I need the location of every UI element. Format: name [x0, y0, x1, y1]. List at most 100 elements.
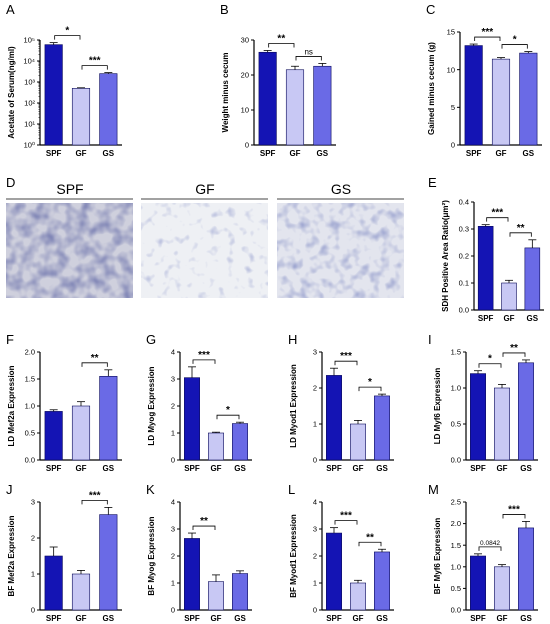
y-tick-label-m: 2.5 — [451, 498, 461, 507]
y-tick-label-e: 0.3 — [459, 225, 469, 234]
y-tick-label-l: 0 — [313, 606, 317, 615]
bar-e-gs — [524, 247, 541, 311]
significance-bracket-f — [81, 362, 108, 367]
significance-bracket-i — [478, 363, 502, 368]
significance-bracket-m — [502, 514, 526, 519]
micrograph-panel-d: D SPF GF GS — [6, 175, 404, 298]
x-tick-label-m: SPF — [470, 614, 486, 623]
significance-label-m: *** — [508, 504, 520, 515]
significance-bracket-h — [358, 386, 382, 392]
x-tick-label-g: GF — [210, 464, 221, 473]
x-tick-label-l: GF — [352, 614, 363, 623]
bar-j-gs — [99, 514, 118, 611]
significance-bracket-h — [334, 360, 358, 366]
y-tick-label-k: 4 — [171, 498, 175, 507]
bar-c-gf — [491, 58, 511, 146]
x-tick-label-h: GS — [376, 464, 388, 473]
y-tick-label-k: 2 — [171, 552, 175, 561]
significance-bracket-k — [192, 525, 216, 531]
y-tick-label-g: 0 — [171, 456, 175, 465]
significance-bracket-j — [81, 500, 108, 505]
panel-letter-i: I — [428, 332, 432, 347]
y-tick-label-j: 1 — [31, 570, 35, 579]
y-tick-label-l: 4 — [313, 498, 317, 507]
x-tick-label-i: GS — [520, 464, 532, 473]
x-tick-label-e: GF — [503, 314, 514, 323]
y-tick-label-l: 2 — [313, 552, 317, 561]
significance-label-f: ** — [91, 353, 99, 364]
y-tick-label-f: 1.0 — [25, 402, 35, 411]
y-tick-label-h: 1 — [313, 420, 317, 429]
bar-k-gs — [232, 573, 248, 611]
x-tick-label-l: GS — [376, 614, 388, 623]
chart-panel-k: K 0 1 2 3 4 BF Myog Expression SPF GF GS ** — [146, 482, 252, 623]
bar-f-gs — [99, 375, 118, 461]
significance-label-a: * — [65, 26, 69, 37]
significance-bracket-l — [358, 541, 382, 547]
bar-i-spf — [470, 373, 486, 461]
x-tick-label-i: GF — [496, 464, 507, 473]
significance-label-c: * — [513, 35, 517, 46]
bar-g-gs — [232, 423, 248, 461]
significance-bracket-e — [509, 232, 532, 237]
bar-c-spf — [464, 45, 483, 146]
significance-label-j: *** — [89, 490, 101, 501]
micrograph-gs: GS — [277, 181, 404, 298]
chart-panel-a: A 10⁰ 10¹ 10² 10³ 10⁴ 10⁵ Acetate of Serum(ng/m… — [6, 2, 122, 158]
bar-m-gs — [518, 527, 534, 611]
panel-letter-e: E — [428, 175, 437, 190]
y-tick-label-j: 3 — [31, 498, 35, 507]
micrograph-stain-gs — [277, 203, 404, 298]
x-tick-label-b: SPF — [260, 149, 276, 158]
x-tick-label-g: SPF — [184, 464, 200, 473]
y-axis-title-j: BF Mef2a Expression — [7, 515, 16, 596]
x-tick-label-f: GS — [103, 464, 115, 473]
y-tick-label-g: 4 — [171, 348, 175, 357]
y-tick-label-f: 2.0 — [25, 348, 35, 357]
x-tick-label-c: GS — [523, 149, 535, 158]
chart-panel-j: J 0 1 2 3 BF Mef2a Expression SPF GF GS *** — [6, 482, 122, 623]
y-tick-label-g: 1 — [171, 429, 175, 438]
y-tick-label-h: 3 — [313, 348, 317, 357]
x-tick-label-f: GF — [75, 464, 86, 473]
bar-a-gf — [71, 88, 91, 146]
y-tick-label-g: 3 — [171, 375, 175, 384]
panel-letter-m: M — [428, 482, 439, 497]
bar-l-gf — [350, 582, 366, 611]
y-tick-label-m: 0.5 — [451, 584, 461, 593]
bar-g-gf — [208, 432, 224, 461]
panel-letter-f: F — [6, 332, 14, 347]
x-tick-label-f: SPF — [46, 464, 62, 473]
y-tick-label-f: 1.5 — [25, 375, 35, 384]
panel-letter-h: H — [288, 332, 297, 347]
y-tick-label-a: 10³ — [24, 78, 35, 87]
y-tick-label-m: 1.0 — [451, 562, 461, 571]
significance-bracket-m — [478, 546, 502, 551]
y-tick-label-m: 1.5 — [451, 541, 461, 550]
significance-label-b: ns — [304, 47, 312, 56]
panel-letter-c: C — [426, 2, 435, 17]
bar-j-spf — [44, 555, 63, 611]
y-tick-label-b: 10 — [241, 106, 249, 115]
y-tick-label-b: 20 — [241, 71, 249, 80]
y-axis-title-e: SDH Positive Area Ratio(μm²) — [441, 200, 450, 312]
significance-label-k: ** — [200, 516, 208, 527]
bar-m-gf — [494, 566, 510, 611]
y-tick-label-e: 0.1 — [459, 279, 469, 288]
bar-h-spf — [326, 375, 342, 461]
y-tick-label-e: 0.4 — [459, 198, 469, 207]
x-tick-label-e: GS — [527, 314, 539, 323]
x-tick-label-h: SPF — [326, 464, 342, 473]
micrograph-stain-spf — [6, 203, 133, 298]
significance-bracket-l — [334, 520, 358, 525]
x-tick-label-k: SPF — [184, 614, 200, 623]
significance-label-e: *** — [491, 208, 503, 219]
x-tick-label-i: SPF — [470, 464, 486, 473]
significance-bracket-c — [474, 36, 501, 42]
significance-bracket-b — [295, 56, 322, 61]
y-tick-label-g: 2 — [171, 402, 175, 411]
bar-f-gf — [71, 405, 91, 461]
y-tick-label-m: 2.0 — [451, 519, 461, 528]
